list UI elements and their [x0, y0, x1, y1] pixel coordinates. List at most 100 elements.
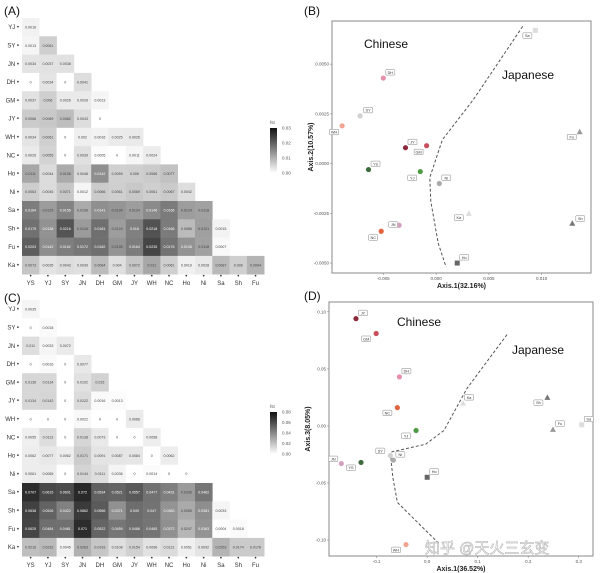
point-label: JN	[331, 457, 336, 461]
cell-value: 0.0026	[77, 99, 88, 103]
column-label: YJ	[44, 281, 51, 287]
point-marker	[402, 145, 409, 151]
point-marker	[365, 166, 372, 173]
heatmap-cell	[39, 72, 57, 92]
cell-value: 0.0477	[146, 490, 157, 494]
heatmap-cell	[125, 446, 144, 465]
heatmap-cell	[108, 255, 127, 275]
x-tick-label: 0.2	[525, 559, 532, 564]
heatmap-cell	[143, 164, 161, 183]
panel-label: (B)	[304, 4, 320, 18]
point-label: Sa	[586, 418, 592, 422]
point-marker	[465, 210, 472, 216]
heatmap-cell	[195, 483, 213, 502]
heatmap-cell	[91, 464, 109, 484]
column-tick: •	[133, 556, 135, 562]
y-tick-label: -0.10	[316, 538, 327, 543]
point-sh: Sh	[569, 215, 586, 226]
cell-value: 0.0522	[94, 527, 105, 531]
cell-value: 0.0422	[60, 509, 71, 513]
cell-value: 0.0216	[25, 545, 36, 549]
cell-value: 0.0459	[112, 527, 123, 531]
heatmap-cell	[143, 255, 161, 275]
cell-value: 0.016	[130, 227, 139, 231]
cell-value: 0.0072	[129, 263, 140, 267]
heatmap-cell	[56, 373, 75, 392]
heatmap-cell	[22, 354, 40, 374]
legend-title: fst	[270, 404, 276, 409]
heatmap-cell	[22, 318, 40, 337]
heatmap-cell	[108, 537, 127, 557]
group-label-japanese: Japanese	[512, 343, 564, 357]
heatmap-cell	[125, 519, 144, 539]
cell-value: 0.0066	[25, 117, 36, 121]
heatmap-cell	[91, 483, 109, 502]
heatmap-cell	[177, 219, 196, 238]
cell-value: 0.0036	[112, 472, 123, 476]
watermark: 知乎 @天火三玄变	[425, 540, 549, 557]
cell-value: 0.0124	[112, 227, 123, 231]
cell-value: 0.0086	[181, 227, 192, 231]
cell-value: 0	[168, 472, 170, 476]
cell-value: 0.0193	[94, 545, 105, 549]
heatmap-cell	[160, 446, 178, 465]
legend-tick-label: 0.04	[282, 431, 291, 436]
heatmap-cell	[195, 501, 213, 520]
cell-value: 0.0118	[198, 208, 209, 212]
heatmap-cell	[108, 164, 127, 183]
point-marker	[417, 168, 423, 175]
cell-value: 0.0084	[129, 454, 140, 458]
cell-value: 0.0055	[25, 436, 36, 440]
point-label-box	[346, 464, 356, 471]
cell-value: 0.0035	[25, 307, 36, 311]
cell-value: 0	[64, 362, 66, 366]
point-marker	[373, 330, 379, 337]
cell-value: 0.0019	[181, 263, 192, 267]
cell-value: 0.0026	[60, 99, 71, 103]
heatmap-cell	[91, 391, 109, 411]
cell-value: 0.0111	[25, 172, 35, 176]
heatmap-cell	[56, 501, 75, 520]
heatmap-cell	[177, 201, 196, 220]
cell-value: 0	[116, 154, 118, 158]
heatmap-cell	[22, 483, 40, 502]
cell-value: 0.0203	[25, 245, 36, 249]
column-tick: •	[116, 274, 118, 280]
cell-value: 0.0162	[60, 245, 71, 249]
heatmap-cell	[56, 409, 75, 429]
cell-value: 0.0055	[42, 154, 53, 158]
cell-value: 0.0077	[77, 362, 88, 366]
cell-value: 0.0124	[181, 208, 192, 212]
cell-value: 0.0043	[77, 117, 88, 121]
heatmap-cell	[39, 146, 57, 165]
point-ka: Ka	[454, 210, 472, 221]
heatmap-cell	[22, 201, 40, 220]
cell-value: 0.0061	[25, 472, 36, 476]
cell-value: 0.0071	[60, 190, 71, 194]
column-tick: •	[30, 274, 32, 280]
point-label-box	[401, 368, 412, 375]
point-ys: YS	[365, 160, 381, 173]
cell-value: 0.0014	[146, 472, 157, 476]
point-label-box	[407, 138, 418, 145]
point-label: JN	[391, 223, 396, 227]
column-label: WH	[147, 281, 157, 287]
column-label: DH	[96, 563, 105, 569]
heatmap-cell	[143, 483, 161, 502]
y-tick-label: 0.05	[317, 366, 326, 371]
cell-value: 0.0138	[77, 436, 88, 440]
column-label: SY	[61, 563, 69, 569]
point-label: Sh	[536, 401, 541, 405]
heatmap-cell	[39, 182, 57, 202]
column-label: Fu	[252, 563, 259, 569]
column-tick: •	[99, 274, 101, 280]
y-axis-title: Axis.2(10.57%)	[308, 122, 315, 171]
cell-value: 0.0156	[60, 208, 71, 212]
point-label: JY	[361, 311, 366, 315]
column-tick: •	[185, 556, 187, 562]
column-tick: •	[47, 556, 49, 562]
cell-value: 0.0136	[181, 245, 192, 249]
column-label: DH	[96, 281, 105, 287]
column-tick: •	[151, 556, 153, 562]
cell-value: 0.0043	[60, 263, 71, 267]
